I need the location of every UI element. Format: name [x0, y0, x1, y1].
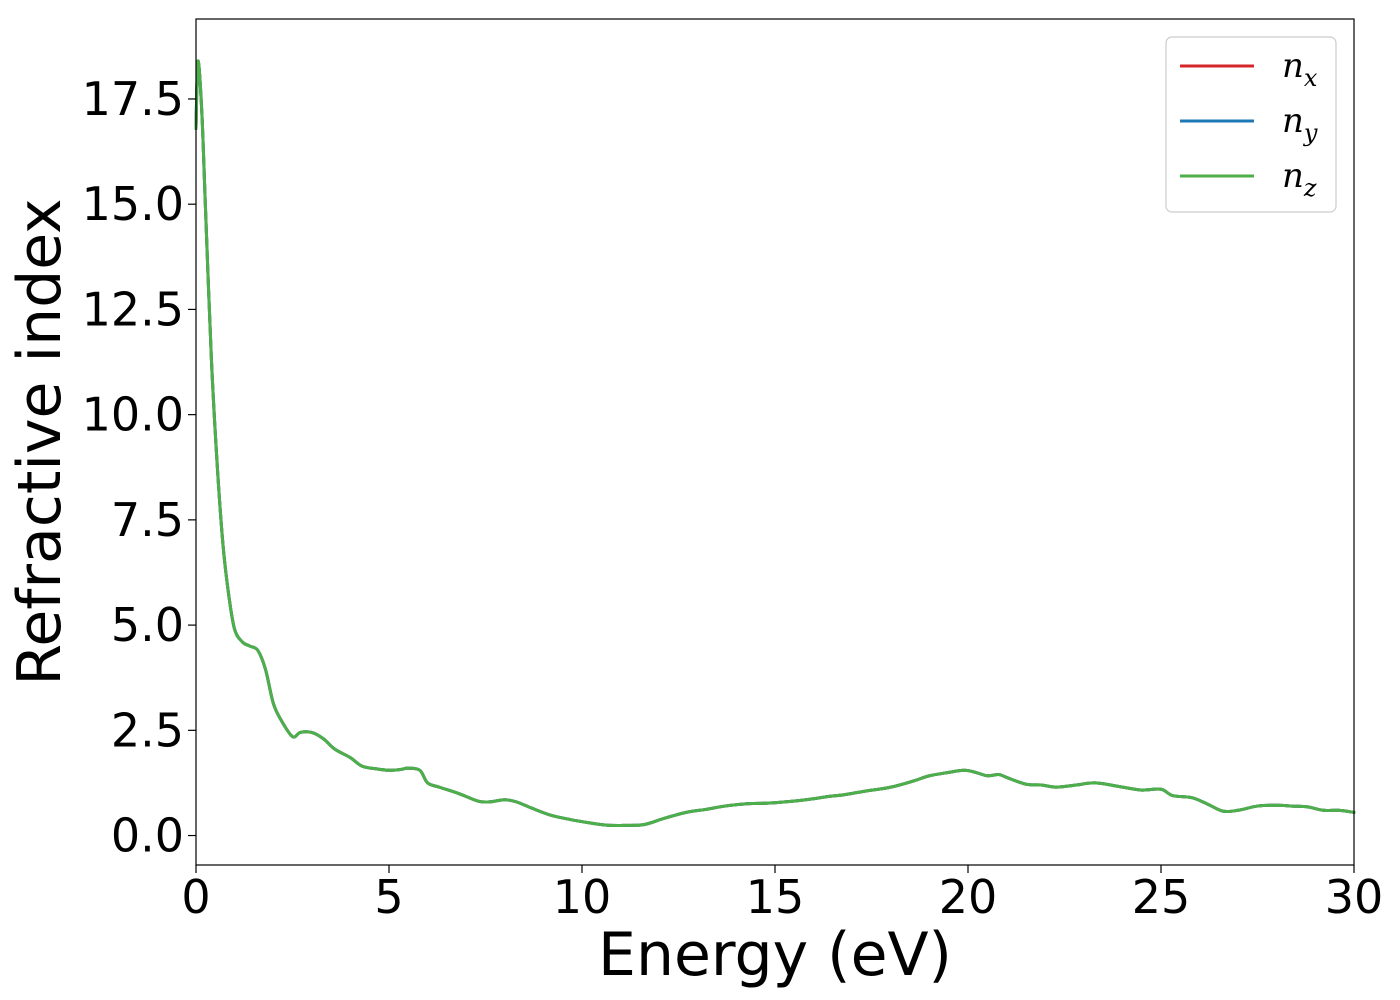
y-tick-label: 2.5 — [111, 703, 184, 757]
series-layer — [194, 59, 1356, 827]
y-tick-label: 5.0 — [111, 598, 184, 652]
x-tick-label: 20 — [939, 870, 998, 924]
y-tick-label: 7.5 — [111, 493, 184, 547]
x-tick-label: 25 — [1132, 870, 1191, 924]
legend-box — [1165, 36, 1337, 213]
legend: nx ny nz — [1165, 36, 1337, 213]
x-tick-label: 10 — [553, 870, 612, 924]
legend-label-ny: ny — [1282, 101, 1318, 147]
y-axis: 0.0 2.5 5.0 7.5 10.0 12.5 15.0 17.5 — [82, 72, 196, 863]
y-tick-label: 15.0 — [82, 177, 184, 231]
y-tick-label: 0.0 — [111, 809, 184, 863]
y-tick-label: 17.5 — [82, 72, 184, 126]
y-tick-label: 12.5 — [82, 282, 184, 336]
series-line-nz — [194, 59, 1356, 827]
legend-label-nx: nx — [1282, 46, 1318, 92]
y-axis-label: Refractive index — [5, 198, 75, 685]
x-axis: 0 5 10 15 20 25 30 — [181, 865, 1383, 924]
x-tick-label: 5 — [374, 870, 403, 924]
legend-label-nz: nz — [1282, 156, 1317, 202]
x-tick-label: 15 — [746, 870, 805, 924]
x-tick-label: 30 — [1325, 870, 1384, 924]
x-tick-label: 0 — [181, 870, 210, 924]
y-tick-label: 10.0 — [82, 388, 184, 442]
x-axis-label: Energy (eV) — [598, 920, 952, 990]
